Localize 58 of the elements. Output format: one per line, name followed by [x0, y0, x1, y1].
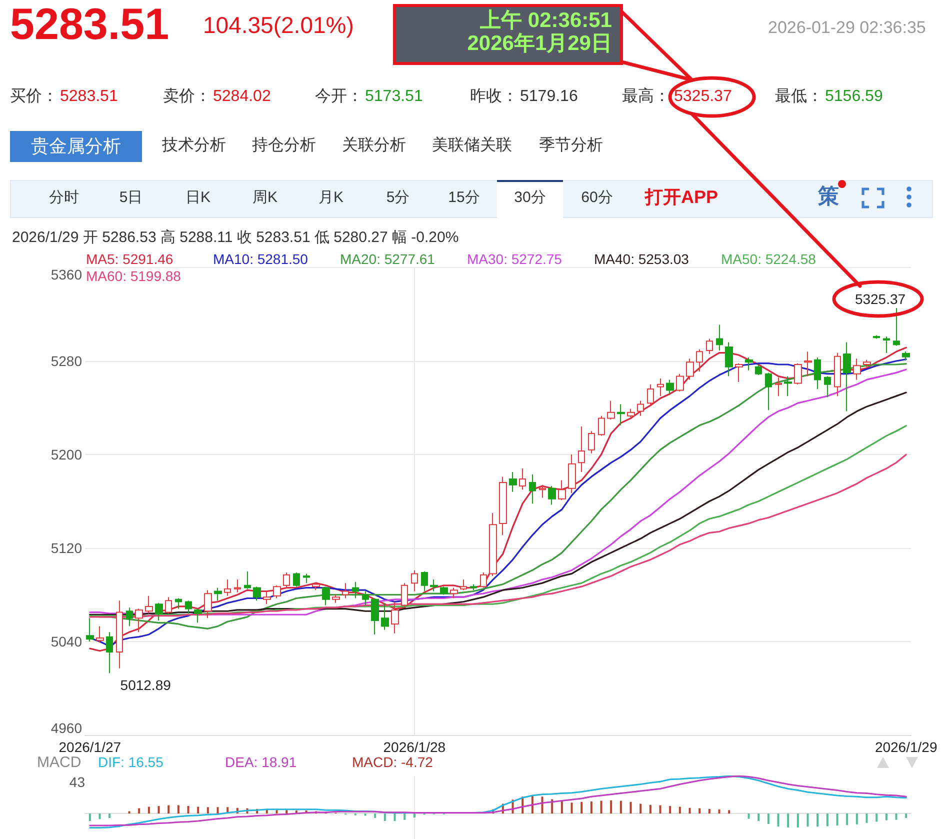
- text: 上午 02:36:51: [480, 9, 612, 32]
- text: 策: [818, 185, 839, 210]
- text: 5日: [119, 189, 143, 206]
- y-tick-label: 5360: [50, 266, 82, 282]
- text: 关联分析: [342, 137, 406, 156]
- chart-title: 2026/1/29 开 5286.53 高 5288.11 收 5283.51 低 5280.27 幅 -0.20%: [12, 229, 459, 246]
- y-tick-label: 4960: [50, 720, 82, 736]
- text: 2026年1月29日: [467, 32, 612, 56]
- annotation: 5012.89: [120, 677, 172, 694]
- x-tick-label: 2026/1/28: [383, 739, 446, 755]
- text: 5283.51: [10, 0, 170, 51]
- y-tick-label: 5040: [50, 634, 82, 650]
- text: 季节分析: [539, 137, 603, 156]
- text: 5325.37: [674, 88, 732, 106]
- text: 持仓分析: [252, 137, 316, 156]
- text: DEA: 18.91: [225, 754, 297, 770]
- text: DIF: 16.55: [98, 754, 164, 770]
- text: 30分: [514, 189, 546, 206]
- y-tick-label: 5200: [50, 446, 82, 462]
- text: 买价：: [10, 88, 58, 106]
- text: 打开APP: [645, 187, 718, 208]
- x-tick-label: 2026/1/27: [58, 739, 122, 755]
- text: 昨收：: [470, 88, 518, 106]
- text: 5173.51: [365, 88, 423, 106]
- text: 技术分析: [162, 137, 226, 156]
- text: MA60: 5199.88: [86, 268, 182, 284]
- text: 5284.02: [213, 88, 271, 106]
- text: 5179.16: [520, 88, 578, 106]
- text: 日K: [185, 189, 211, 206]
- text: 月K: [318, 189, 344, 206]
- text: 5283.51: [60, 88, 118, 106]
- text: MA40: 5253.03: [594, 251, 690, 267]
- text: MA20: 5277.61: [340, 251, 436, 267]
- annotation: 5325.37: [854, 290, 906, 307]
- text: 5156.59: [825, 88, 883, 106]
- annotation: 43: [69, 774, 86, 790]
- text: 2026-01-29 02:36:35: [768, 18, 926, 38]
- text: 分时: [49, 189, 79, 206]
- text: 最低：: [775, 88, 823, 106]
- text: MA50: 5224.58: [721, 251, 816, 267]
- text: MA10: 5281.50: [213, 251, 308, 267]
- text: 104.35(2.01%): [203, 12, 354, 38]
- text: 最高：: [622, 88, 670, 106]
- text: MACD: -4.72: [352, 754, 434, 770]
- chart-title: MACD: [37, 754, 82, 771]
- x-tick-label: 2026/1/29: [874, 739, 938, 755]
- text: 贵金属分析: [31, 136, 121, 157]
- text: 今开：: [315, 88, 363, 106]
- text: 美联储关联: [432, 137, 512, 156]
- text: 5分: [386, 189, 410, 206]
- y-tick-label: 5280: [50, 353, 82, 369]
- text: MA30: 5272.75: [467, 251, 562, 267]
- text: 60分: [581, 189, 613, 206]
- text: 周K: [252, 189, 278, 206]
- y-tick-label: 5120: [50, 540, 82, 556]
- text: MA5: 5291.46: [86, 251, 174, 267]
- text: 卖价：: [163, 88, 211, 106]
- text: 15分: [448, 189, 480, 206]
